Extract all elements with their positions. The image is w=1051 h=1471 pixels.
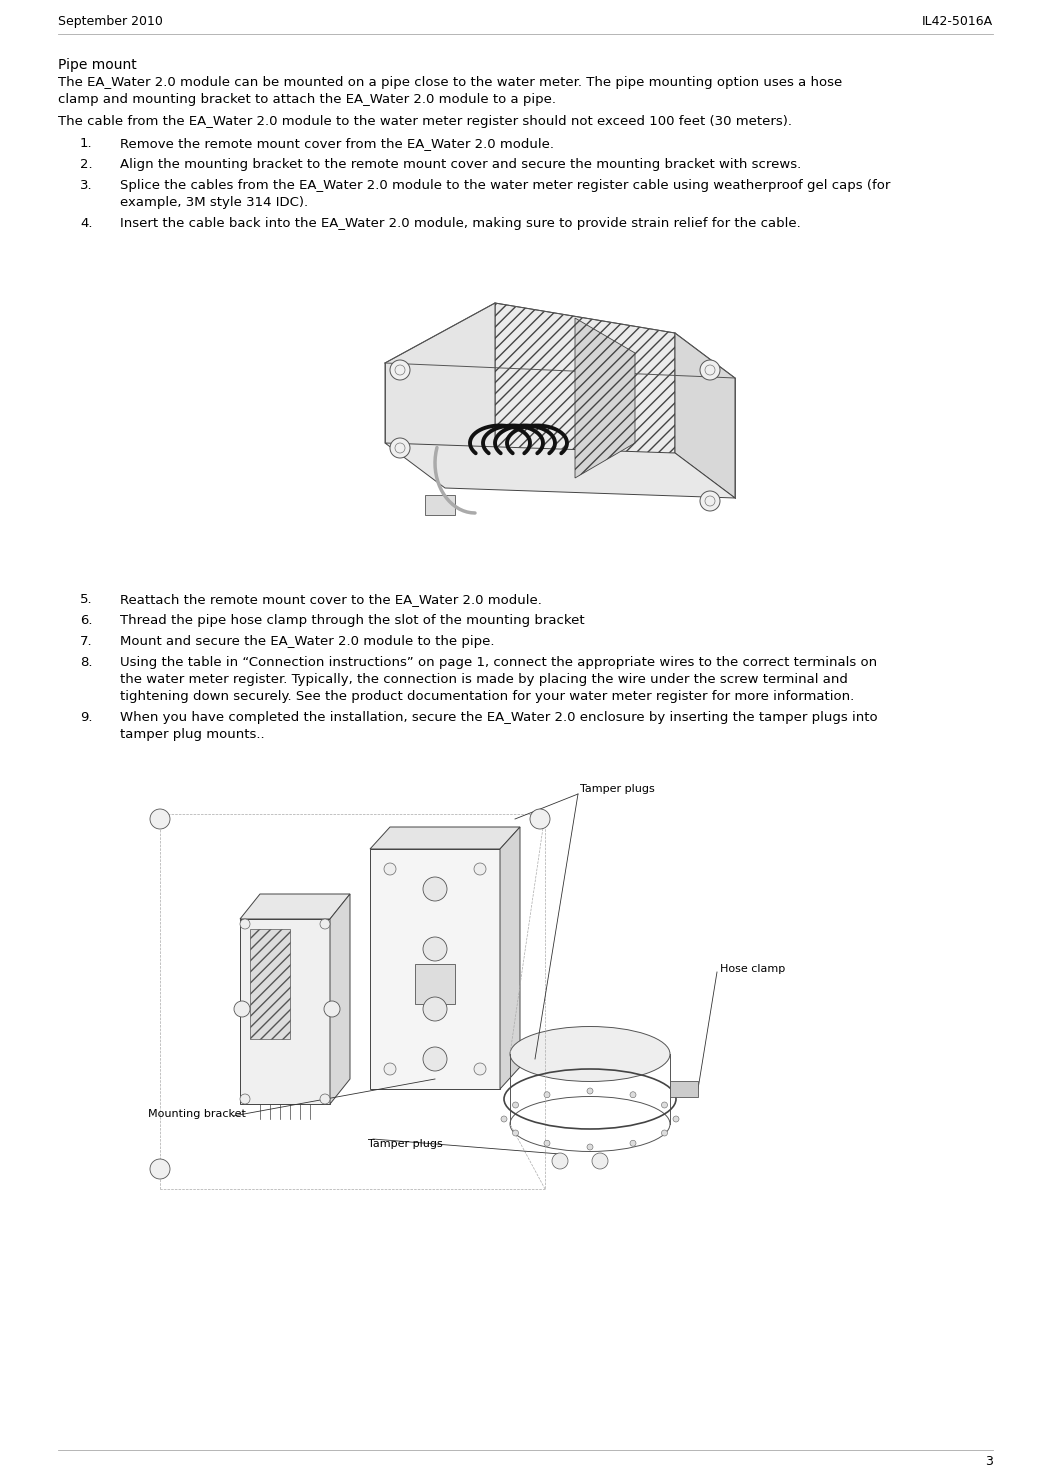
- Text: 3: 3: [985, 1455, 993, 1468]
- Text: Tamper plugs: Tamper plugs: [368, 1139, 442, 1149]
- Circle shape: [384, 1064, 396, 1075]
- Circle shape: [661, 1130, 667, 1136]
- Polygon shape: [575, 318, 635, 478]
- Circle shape: [423, 877, 447, 902]
- Circle shape: [513, 1130, 518, 1136]
- Text: Thread the pipe hose clamp through the slot of the mounting bracket: Thread the pipe hose clamp through the s…: [120, 613, 584, 627]
- Text: 7.: 7.: [80, 635, 92, 649]
- Circle shape: [588, 1089, 593, 1094]
- Circle shape: [513, 1102, 518, 1108]
- Circle shape: [390, 438, 410, 457]
- Text: Pipe mount: Pipe mount: [58, 57, 137, 72]
- Polygon shape: [240, 919, 330, 1105]
- Polygon shape: [385, 443, 735, 499]
- Text: 9.: 9.: [80, 710, 92, 724]
- Ellipse shape: [510, 1027, 669, 1081]
- Text: example, 3M style 314 IDC).: example, 3M style 314 IDC).: [120, 196, 308, 209]
- Text: Tamper plugs: Tamper plugs: [580, 784, 655, 794]
- Text: Mount and secure the EA_Water 2.0 module to the pipe.: Mount and secure the EA_Water 2.0 module…: [120, 635, 495, 649]
- Circle shape: [552, 1153, 568, 1169]
- Circle shape: [240, 919, 250, 930]
- Circle shape: [630, 1140, 636, 1146]
- Text: Using the table in “Connection instructions” on page 1, connect the appropriate : Using the table in “Connection instructi…: [120, 656, 878, 669]
- Polygon shape: [500, 827, 520, 1089]
- Circle shape: [474, 1064, 486, 1075]
- Text: Reattach the remote mount cover to the EA_Water 2.0 module.: Reattach the remote mount cover to the E…: [120, 593, 542, 606]
- Text: Align the mounting bracket to the remote mount cover and secure the mounting bra: Align the mounting bracket to the remote…: [120, 157, 801, 171]
- Text: The cable from the EA_Water 2.0 module to the water meter register should not ex: The cable from the EA_Water 2.0 module t…: [58, 115, 792, 128]
- Text: clamp and mounting bracket to attach the EA_Water 2.0 module to a pipe.: clamp and mounting bracket to attach the…: [58, 93, 556, 106]
- Text: 5.: 5.: [80, 593, 92, 606]
- Text: 2.: 2.: [80, 157, 92, 171]
- Polygon shape: [370, 827, 520, 849]
- Text: tamper plug mounts..: tamper plug mounts..: [120, 728, 265, 741]
- Text: Hose clamp: Hose clamp: [720, 964, 785, 974]
- Text: The EA_Water 2.0 module can be mounted on a pipe close to the water meter. The p: The EA_Water 2.0 module can be mounted o…: [58, 76, 842, 90]
- Polygon shape: [495, 303, 675, 482]
- Circle shape: [661, 1102, 667, 1108]
- Circle shape: [588, 1144, 593, 1150]
- Circle shape: [423, 1047, 447, 1071]
- Circle shape: [320, 1094, 330, 1105]
- Polygon shape: [330, 894, 350, 1105]
- Circle shape: [700, 491, 720, 510]
- Text: the water meter register. Typically, the connection is made by placing the wire : the water meter register. Typically, the…: [120, 674, 848, 685]
- Text: 8.: 8.: [80, 656, 92, 669]
- Polygon shape: [415, 964, 455, 1005]
- Text: Insert the cable back into the EA_Water 2.0 module, making sure to provide strai: Insert the cable back into the EA_Water …: [120, 218, 801, 229]
- Circle shape: [700, 360, 720, 380]
- Text: September 2010: September 2010: [58, 15, 163, 28]
- Circle shape: [501, 1116, 507, 1122]
- Circle shape: [324, 1000, 341, 1016]
- Text: Splice the cables from the EA_Water 2.0 module to the water meter register cable: Splice the cables from the EA_Water 2.0 …: [120, 179, 890, 193]
- Circle shape: [150, 1159, 170, 1178]
- Polygon shape: [370, 849, 500, 1089]
- Circle shape: [544, 1140, 550, 1146]
- Circle shape: [150, 809, 170, 830]
- Circle shape: [474, 863, 486, 875]
- Circle shape: [240, 1094, 250, 1105]
- Circle shape: [384, 863, 396, 875]
- Polygon shape: [385, 303, 495, 482]
- Circle shape: [423, 997, 447, 1021]
- Text: 3.: 3.: [80, 179, 92, 193]
- Text: 6.: 6.: [80, 613, 92, 627]
- Polygon shape: [240, 894, 350, 919]
- Circle shape: [390, 360, 410, 380]
- Polygon shape: [250, 930, 290, 1039]
- Circle shape: [320, 919, 330, 930]
- Circle shape: [592, 1153, 607, 1169]
- Text: Mounting bracket: Mounting bracket: [148, 1109, 246, 1119]
- Circle shape: [544, 1091, 550, 1097]
- Polygon shape: [669, 1081, 698, 1097]
- Circle shape: [530, 809, 550, 830]
- Polygon shape: [425, 496, 455, 515]
- Circle shape: [630, 1091, 636, 1097]
- Text: Remove the remote mount cover from the EA_Water 2.0 module.: Remove the remote mount cover from the E…: [120, 137, 554, 150]
- Text: tightening down securely. See the product documentation for your water meter reg: tightening down securely. See the produc…: [120, 690, 854, 703]
- Circle shape: [234, 1000, 250, 1016]
- Text: When you have completed the installation, secure the EA_Water 2.0 enclosure by i: When you have completed the installation…: [120, 710, 878, 724]
- Text: 1.: 1.: [80, 137, 92, 150]
- Polygon shape: [675, 332, 735, 499]
- Circle shape: [423, 937, 447, 961]
- Circle shape: [673, 1116, 679, 1122]
- Text: 4.: 4.: [80, 218, 92, 229]
- Text: IL42-5016A: IL42-5016A: [922, 15, 993, 28]
